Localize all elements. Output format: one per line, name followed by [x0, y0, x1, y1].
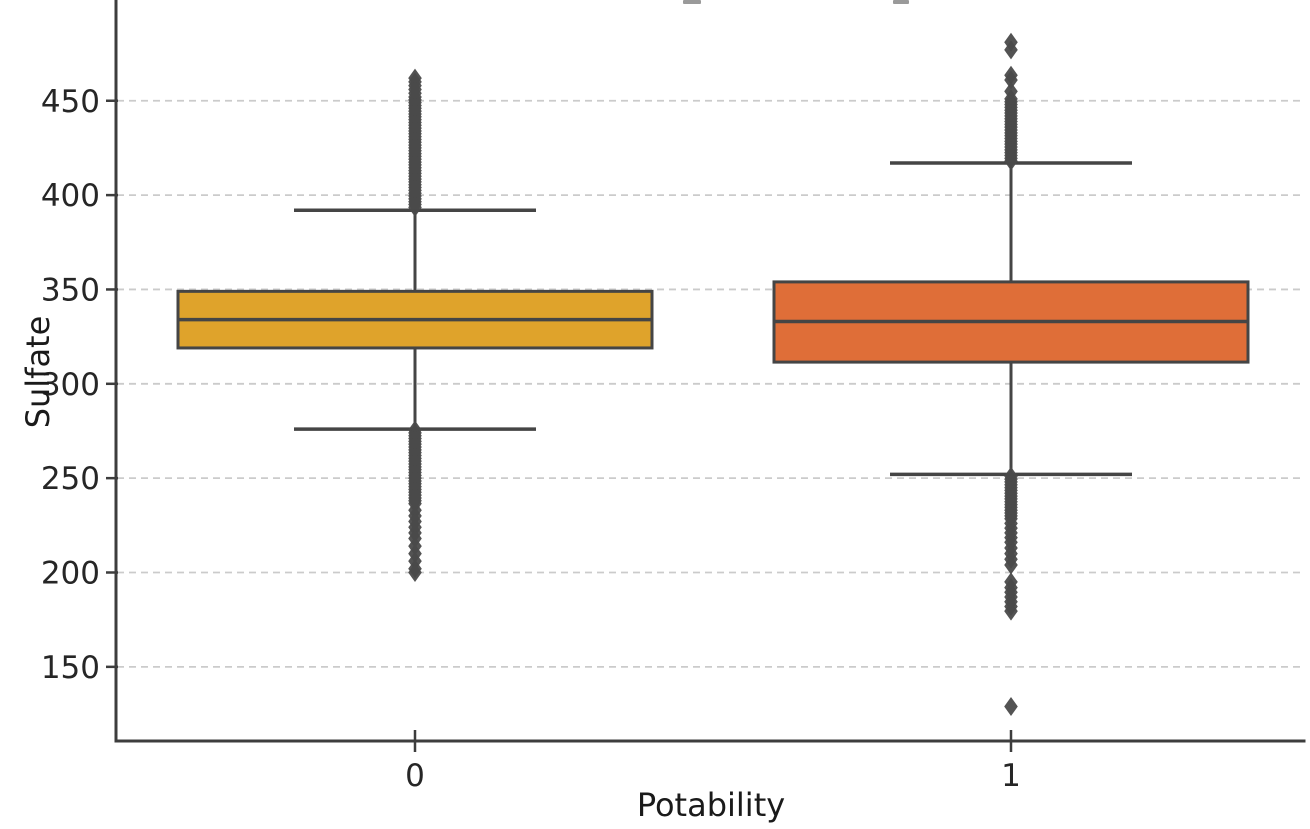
x-axis-label: Potability [636, 786, 786, 824]
y-tick-label: 450 [41, 84, 100, 120]
y-tick-label: 150 [41, 650, 100, 686]
bottom-spine [114, 739, 1306, 743]
clipped-title-fragment [893, 0, 909, 4]
outlier-diamond [1004, 555, 1018, 575]
outlier-diamond [1004, 696, 1018, 716]
y-tick-label: 300 [41, 367, 100, 403]
outlier-diamond [1004, 601, 1018, 621]
outlier-diamond [1004, 40, 1018, 60]
outlier-diamond [408, 562, 422, 582]
y-tick-label: 400 [41, 178, 100, 214]
y-tick-label: 350 [41, 272, 100, 308]
y-tick-label: 250 [41, 461, 100, 497]
x-tick-label: 0 [405, 758, 425, 794]
y-axis-label: Sulfate [19, 315, 57, 429]
left-spine [114, 0, 118, 743]
outlier-diamond [408, 197, 422, 217]
x-tick-label: 1 [1001, 758, 1021, 794]
clipped-title-fragment [683, 0, 701, 4]
y-tick-label: 200 [41, 555, 100, 591]
outlier-diamond [1004, 70, 1018, 90]
outlier-diamond [1004, 151, 1018, 171]
